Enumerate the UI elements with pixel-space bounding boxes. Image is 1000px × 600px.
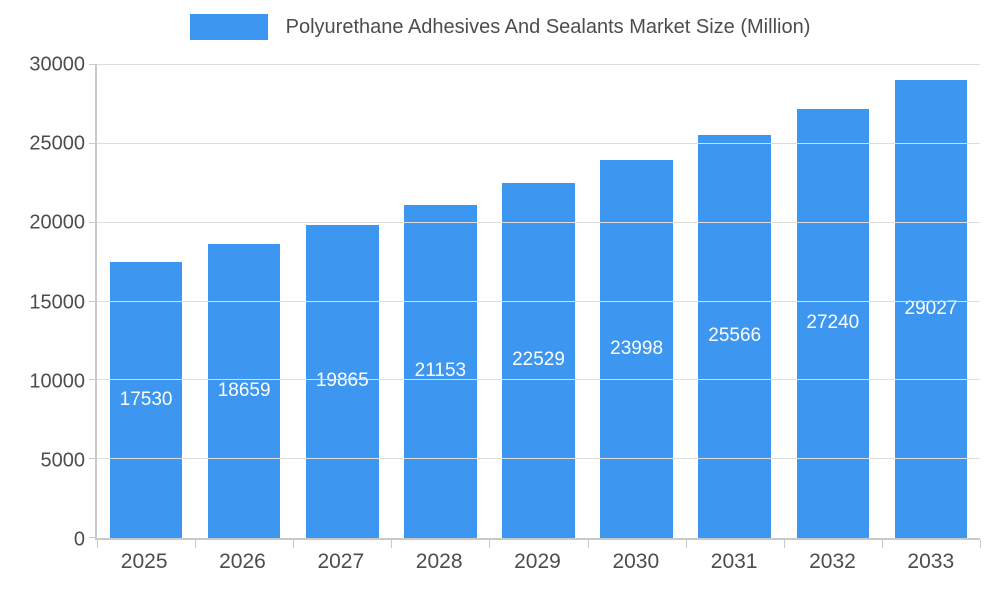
- x-tick-label: 2029: [514, 550, 561, 573]
- x-tick-mark: [587, 540, 589, 548]
- x-tick-label: 2025: [120, 550, 168, 573]
- x-tick-label: 2027: [317, 550, 365, 573]
- y-tick-mark: [89, 221, 97, 223]
- x-tick-label: 2033: [907, 550, 955, 573]
- x-tick-label: 2030: [612, 550, 660, 573]
- bar[interactable]: 19865: [305, 224, 379, 538]
- y-tick-label: 15000: [29, 291, 85, 313]
- bars-row: 17530 18659 19865 21153 22529 23998 25566 27240…: [97, 65, 980, 538]
- bar-value-label: 18659: [217, 379, 271, 401]
- bar-value-label: 25566: [708, 325, 762, 347]
- bar[interactable]: 25566: [698, 134, 771, 538]
- bar-value-label: 29027: [904, 298, 958, 320]
- y-tick-mark: [89, 537, 97, 538]
- bar-value-label: 27240: [806, 312, 860, 334]
- x-tick-mark: [783, 540, 785, 548]
- x-tick-label: 2031: [710, 550, 758, 573]
- x-tick-mark: [881, 540, 883, 548]
- bar-value-label: 19865: [315, 370, 369, 392]
- chart-title: Polyurethane Adhesives And Sealants Mark…: [285, 15, 811, 38]
- chart-legend: Polyurethane Adhesives And Sealants Mark…: [0, 14, 1000, 40]
- y-tick-label: 0: [73, 528, 85, 551]
- bar-slot: 18659: [195, 65, 293, 538]
- y-tick-label: 10000: [29, 370, 85, 393]
- bar[interactable]: 18659: [207, 243, 281, 538]
- bar[interactable]: 29027: [894, 80, 968, 538]
- bar-slot: 19865: [293, 65, 391, 538]
- x-tick-mark: [489, 540, 491, 548]
- x-tick-label: 2026: [219, 550, 266, 573]
- gridline: [97, 300, 980, 302]
- plot-area: 17530 18659 19865 21153 22529 23998 25566 27240…: [89, 64, 981, 548]
- gridline: [97, 64, 980, 65]
- bar-slot: 22529: [489, 65, 587, 538]
- bar[interactable]: 27240: [796, 108, 870, 538]
- bar-value-label: 22529: [512, 349, 565, 371]
- y-tick-label: 25000: [29, 132, 85, 155]
- y-tick-mark: [89, 142, 97, 144]
- y-tick-label: 30000: [29, 53, 85, 76]
- y-tick-mark: [89, 379, 97, 381]
- gridline: [97, 458, 980, 460]
- x-tick-mark: [293, 540, 295, 548]
- x-tick-mark: [391, 540, 393, 548]
- bar-slot: 25566: [686, 65, 784, 538]
- gridline: [97, 221, 980, 223]
- y-tick-label: 20000: [29, 211, 85, 234]
- x-tick-mark: [97, 540, 98, 548]
- y-axis-labels: 0 5000 10000 15000 20000 25000 30000: [0, 54, 86, 551]
- x-tick-mark: [685, 540, 687, 548]
- x-tick-mark: [980, 540, 981, 548]
- y-tick-label: 5000: [40, 449, 86, 472]
- bar-value-label: 23998: [610, 337, 664, 359]
- bar-slot: 23998: [588, 65, 686, 538]
- bar-slot: 27240: [784, 65, 882, 538]
- gridline: [97, 379, 980, 381]
- bar-value-label: 21153: [414, 360, 467, 382]
- bar-slot: 21153: [391, 65, 489, 538]
- bar[interactable]: 22529: [502, 182, 575, 538]
- bar[interactable]: 17530: [109, 261, 183, 538]
- bar-slot: 17530: [97, 65, 195, 538]
- x-tick-mark: [195, 540, 197, 548]
- gridline: [97, 142, 980, 144]
- bar-slot: 29027: [882, 65, 980, 538]
- bar[interactable]: 21153: [404, 204, 477, 538]
- x-axis-labels: 2025 2026 2027 2028 2029 2030 2031 2032 2033: [95, 550, 980, 574]
- x-tick-label: 2028: [415, 550, 463, 573]
- bar-value-label: 17530: [119, 388, 173, 410]
- y-tick-mark: [89, 64, 97, 65]
- x-tick-label: 2032: [809, 550, 856, 573]
- y-tick-mark: [89, 458, 97, 460]
- legend-swatch-icon[interactable]: [189, 14, 268, 40]
- y-tick-mark: [89, 300, 97, 302]
- bar[interactable]: 23998: [600, 159, 673, 538]
